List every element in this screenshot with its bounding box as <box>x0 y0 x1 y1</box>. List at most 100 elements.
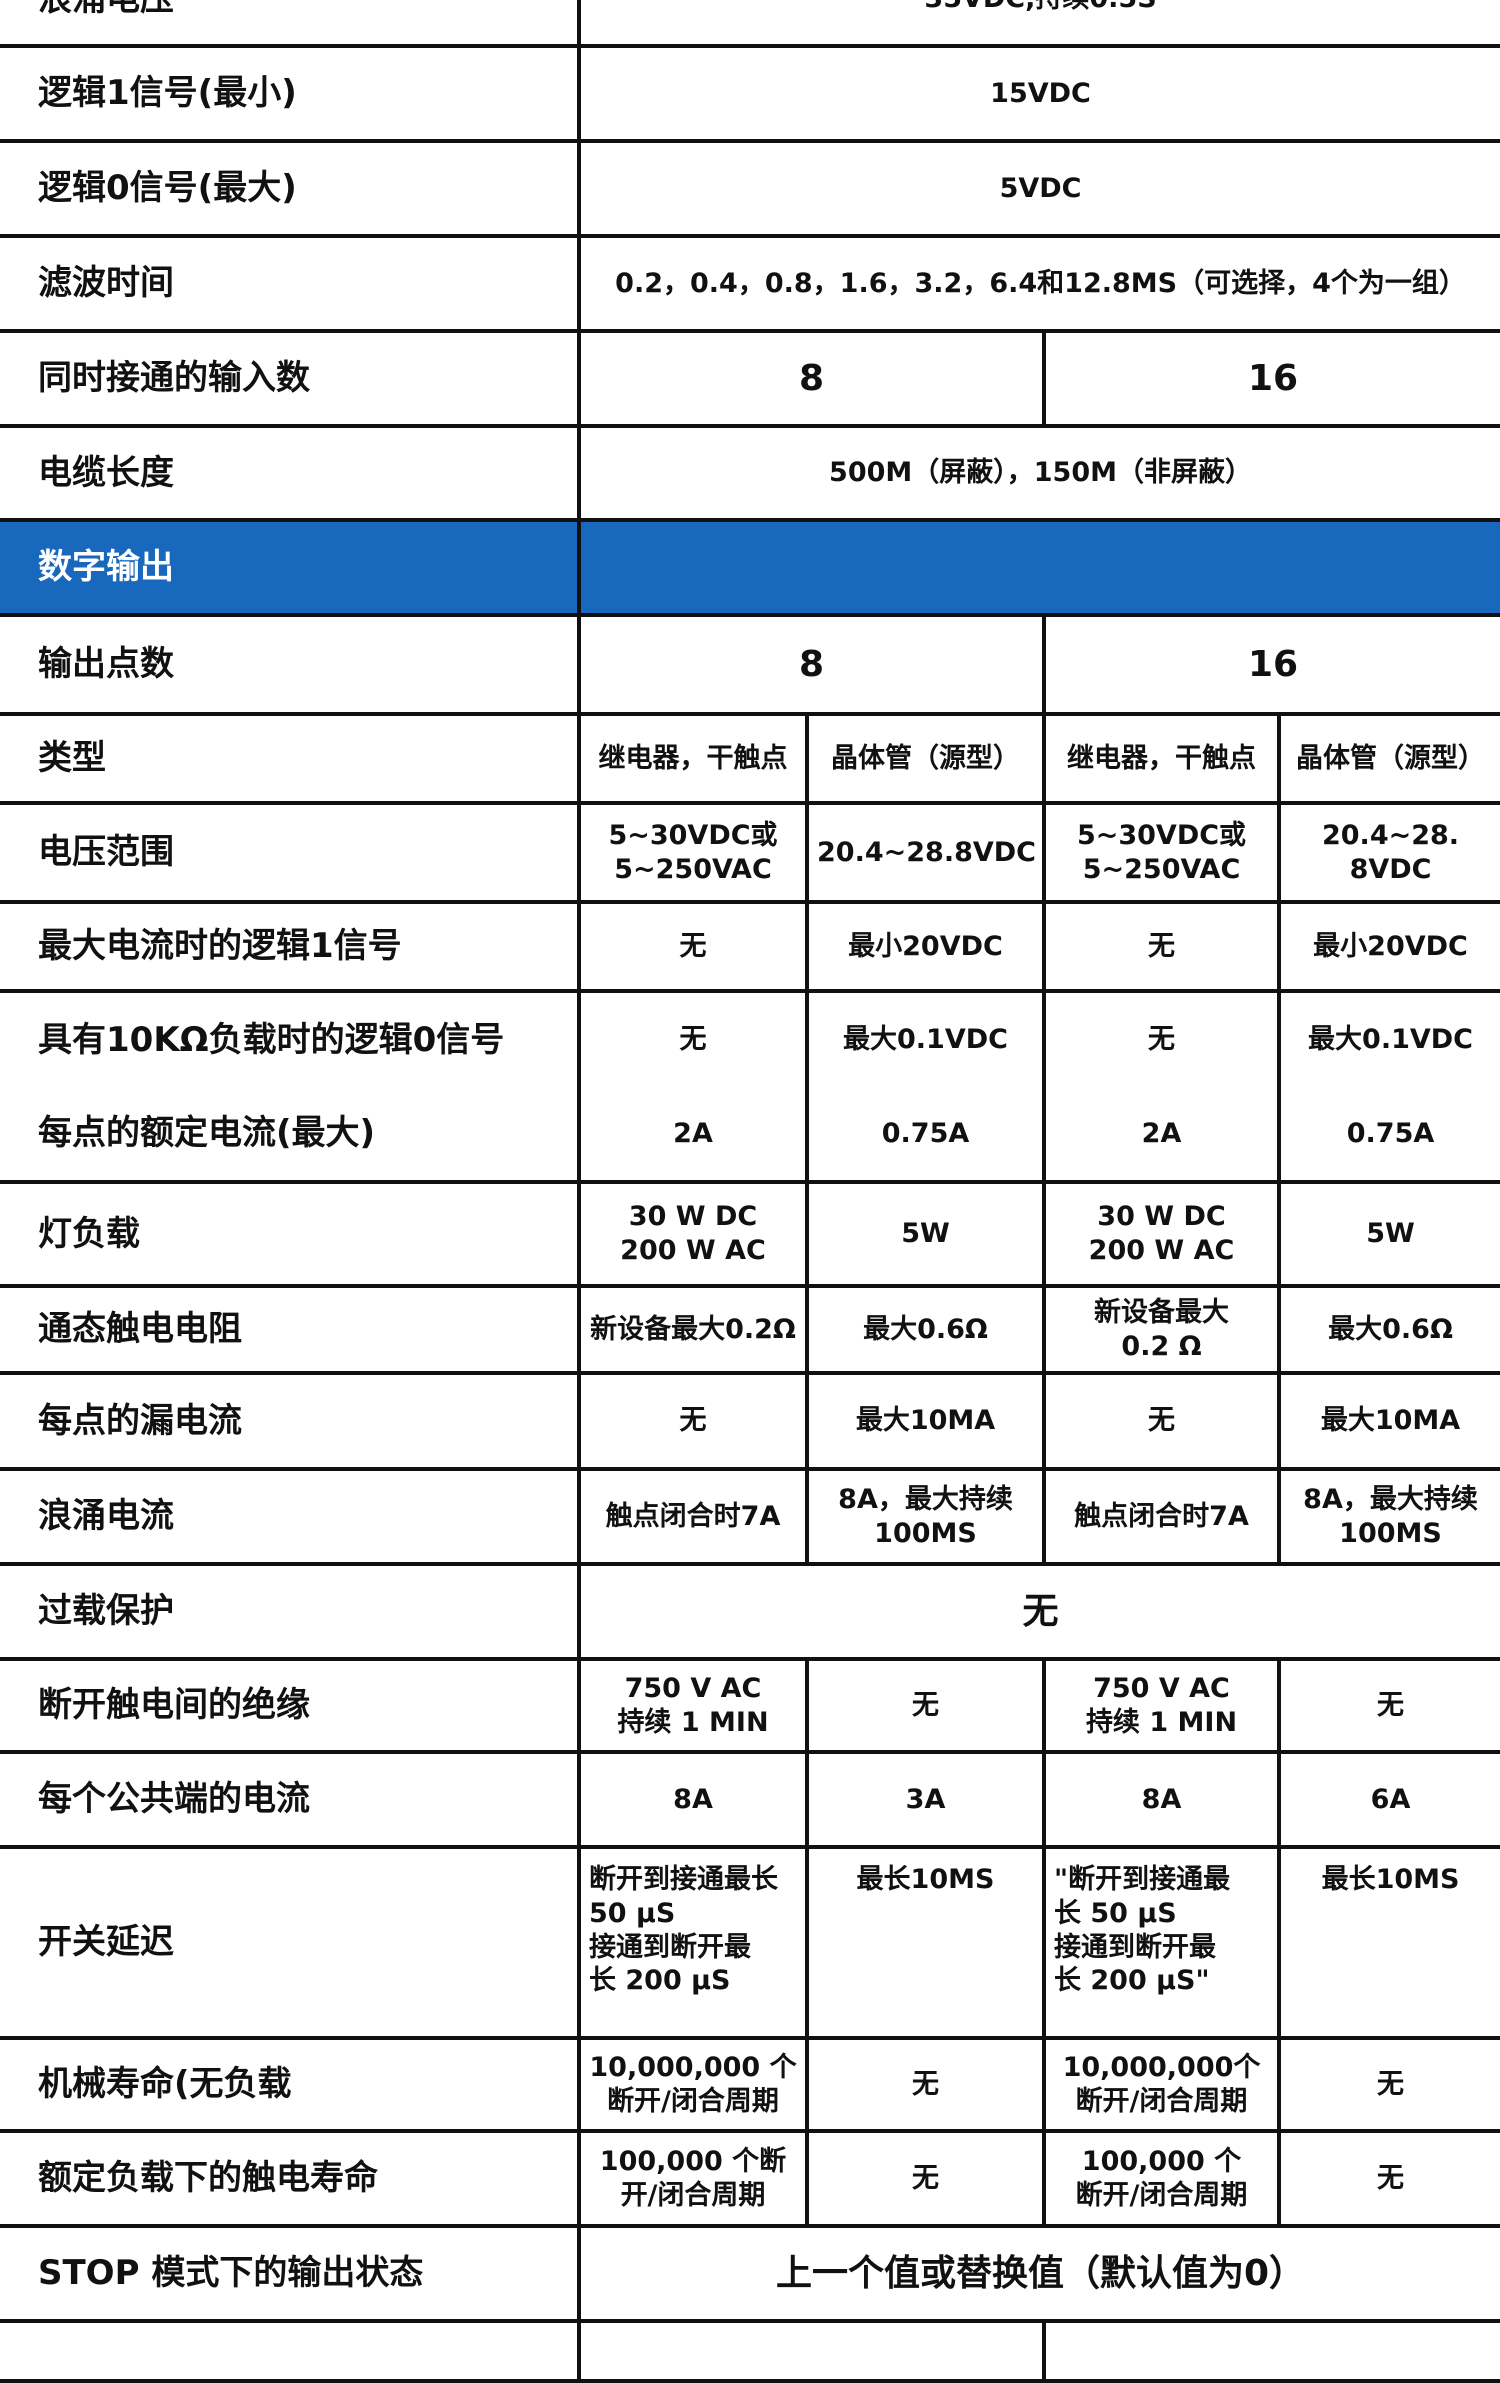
table-row: 电压范围 5~30VDC或 5~250VAC 20.4~28.8VDC 5~30VDC… <box>0 801 1500 904</box>
value-cell: 最大0.6Ω <box>805 1284 1046 1375</box>
table-row: 通态触电电阻 新设备最大0.2Ω 最大0.6Ω 新设备最大 0.2 Ω 最大0.6Ω <box>0 1284 1500 1375</box>
value-cell: 8A，最大持续 100MS <box>1276 1467 1500 1566</box>
value-cell: 15VDC <box>576 44 1500 143</box>
value-cell: 无 <box>805 2129 1046 2228</box>
row-label: 具有10KΩ负载时的逻辑0信号 <box>0 989 581 1087</box>
value-cell: 无 <box>1042 1371 1281 1471</box>
table-row: 逻辑0信号(最大) 5VDC <box>0 139 1500 238</box>
table-row: 机械寿命(无负载 10,000,000 个 断开/闭合周期无 10,000,000个… <box>0 2036 1500 2133</box>
section-title: 数字输出 <box>0 518 581 617</box>
value-cell: 5W <box>805 1180 1046 1288</box>
value-cell: 10,000,000 个 断开/闭合周期 <box>577 2036 809 2133</box>
value-cell: 触点闭合时7A <box>1042 1467 1281 1566</box>
value-cell: 无 <box>1276 2129 1500 2228</box>
value-cell <box>576 518 1500 617</box>
value-cell: 新设备最大 0.2 Ω <box>1042 1284 1281 1375</box>
value-cell: 无 <box>577 1371 809 1471</box>
table-row: 每点的漏电流无最大10MA 无最大10MA <box>0 1371 1500 1471</box>
section-header-row: 数字输出 <box>0 518 1500 617</box>
value-cell: 继电器，干触点 <box>1042 712 1281 805</box>
value-cell: 2A <box>577 1087 809 1184</box>
value-cell: 最大0.6Ω <box>1276 1284 1500 1375</box>
row-label: 同时接通的输入数 <box>0 329 581 428</box>
row-label: 逻辑0信号(最大) <box>0 139 581 238</box>
row-label: 最大电流时的逻辑1信号 <box>0 900 581 993</box>
value-cell: 6A <box>1276 1750 1500 1849</box>
value-cell <box>577 2319 1046 2383</box>
value-cell: 20.4~28.8VDC <box>805 801 1046 904</box>
value-cell: 无 <box>805 1657 1046 1754</box>
value-cell: 新设备最大0.2Ω <box>577 1284 809 1375</box>
value-cell: 8 <box>577 329 1046 428</box>
row-label: 每点的漏电流 <box>0 1371 581 1471</box>
value-cell: 8A <box>577 1750 809 1849</box>
value-cell: 0.75A <box>1276 1087 1500 1184</box>
value-cell: 750 V AC 持续 1 MIN <box>1042 1657 1281 1754</box>
value-cell: 无 <box>805 2036 1046 2133</box>
value-cell: 最小20VDC <box>1276 900 1500 993</box>
row-label: 浪涌电压 <box>0 0 581 48</box>
value-cell: 5~30VDC或 5~250VAC <box>1042 801 1281 904</box>
row-label: 额定负载下的触电寿命 <box>0 2129 581 2228</box>
table-row: 类型 继电器，干触点 晶体管（源型） 继电器，干触点 晶体管（源型） <box>0 712 1500 805</box>
value-cell: 触点闭合时7A <box>577 1467 809 1566</box>
table-row: 灯负载 30 W DC 200 W AC 5W 30 W DC 200 W AC 5W <box>0 1180 1500 1288</box>
table-row: 断开触电间的绝缘 750 V AC 持续 1 MIN 无 750 V AC 持续 1 … <box>0 1657 1500 1754</box>
table-row: 每点的额定电流(最大) 2A 0.75A 2A 0.75A <box>0 1087 1500 1184</box>
value-cell: 500M（屏蔽），150M（非屏蔽） <box>576 424 1500 522</box>
table-row: 滤波时间 0.2，0.4，0.8，1.6，3.2，6.4和12.8MS（可选择，4… <box>0 234 1500 333</box>
value-cell: 16 <box>1041 329 1500 428</box>
table-row: 具有10KΩ负载时的逻辑0信号无最大0.1VDC 无最大0.1VDC <box>0 989 1500 1087</box>
value-cell <box>1041 2319 1500 2383</box>
value-cell: 5W <box>1276 1180 1500 1288</box>
value-cell: 5VDC <box>576 139 1500 238</box>
table-row <box>0 2319 1500 2383</box>
table-row: 输出点数 8 16 <box>0 613 1500 716</box>
table-row: 开关延迟 断开到接通最长 50 μS 接通到断开最 长 200 μS 最长10MS "… <box>0 1845 1500 2040</box>
value-cell: 最小20VDC <box>805 900 1046 993</box>
value-cell: 无 <box>1042 900 1281 993</box>
value-cell: 最大10MA <box>805 1371 1046 1471</box>
value-cell: 16 <box>1041 613 1500 716</box>
value-cell: 断开到接通最长 50 μS 接通到断开最 长 200 μS <box>577 1845 809 2040</box>
value-cell: 最大0.1VDC <box>1276 989 1500 1087</box>
table-row: 过载保护无 <box>0 1562 1500 1661</box>
row-label: 输出点数 <box>0 613 581 716</box>
value-cell: 20.4~28. 8VDC <box>1276 801 1500 904</box>
value-cell: 2A <box>1042 1087 1281 1184</box>
value-cell: 最大0.1VDC <box>805 989 1046 1087</box>
row-label: 每个公共端的电流 <box>0 1750 581 1849</box>
value-cell: 10,000,000个 断开/闭合周期 <box>1042 2036 1281 2133</box>
value-cell: 最长10MS <box>1276 1845 1500 2040</box>
row-label: 浪涌电流 <box>0 1467 581 1566</box>
table-row: 同时接通的输入数 8 16 <box>0 329 1500 428</box>
table-row: 逻辑1信号(最小) 15VDC <box>0 44 1500 143</box>
row-label: 开关延迟 <box>0 1845 581 2040</box>
value-cell: 无 <box>576 1562 1500 1661</box>
value-cell: 750 V AC 持续 1 MIN <box>577 1657 809 1754</box>
row-label: 通态触电电阻 <box>0 1284 581 1375</box>
row-label: 电缆长度 <box>0 424 581 522</box>
row-label: 滤波时间 <box>0 234 581 333</box>
row-label: 灯负载 <box>0 1180 581 1288</box>
value-cell: 30 W DC 200 W AC <box>577 1180 809 1288</box>
value-cell: 35VDC,持续0.5S <box>576 0 1500 48</box>
row-label: 逻辑1信号(最小) <box>0 44 581 143</box>
value-cell: 晶体管（源型） <box>1276 712 1500 805</box>
row-label: 类型 <box>0 712 581 805</box>
value-cell: 8 <box>577 613 1046 716</box>
value-cell: 无 <box>577 989 809 1087</box>
value-cell: 最长10MS <box>805 1845 1046 2040</box>
row-label: 过载保护 <box>0 1562 581 1661</box>
row-label: STOP 模式下的输出状态 <box>0 2224 581 2323</box>
table-row: STOP 模式下的输出状态 上一个值或替换值（默认值为0） <box>0 2224 1500 2323</box>
value-cell: 无 <box>1042 989 1281 1087</box>
value-cell: 0.2，0.4，0.8，1.6，3.2，6.4和12.8MS（可选择，4个为一组… <box>576 234 1500 333</box>
row-label: 电压范围 <box>0 801 581 904</box>
value-cell: 无 <box>577 900 809 993</box>
table-row: 额定负载下的触电寿命 100,000 个断 开/闭合周期无 100,000 个 断开… <box>0 2129 1500 2228</box>
table-row: 每个公共端的电流 8A 3A 8A 6A <box>0 1750 1500 1849</box>
value-cell: 无 <box>1276 2036 1500 2133</box>
row-label <box>0 2319 581 2383</box>
